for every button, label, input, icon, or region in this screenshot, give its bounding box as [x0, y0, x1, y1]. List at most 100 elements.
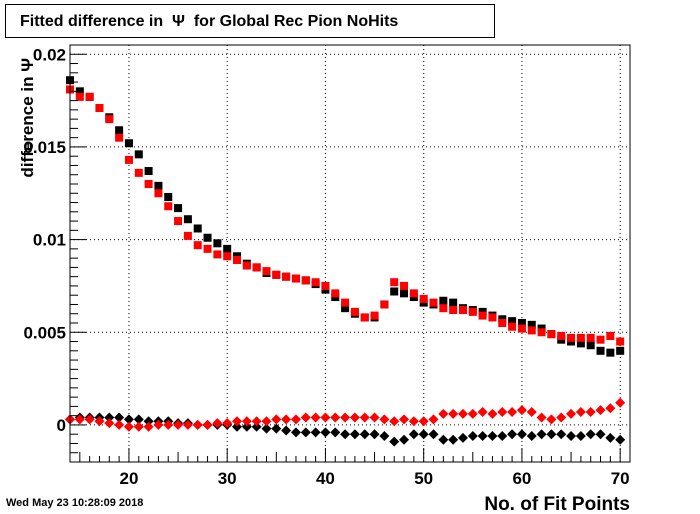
data-point	[94, 416, 105, 427]
data-point	[546, 414, 557, 425]
data-point	[557, 331, 566, 340]
data-point	[567, 333, 576, 342]
data-point	[251, 416, 262, 427]
data-point	[183, 231, 192, 240]
data-point	[330, 412, 341, 423]
data-point	[429, 298, 438, 307]
data-point	[163, 419, 174, 430]
data-point	[586, 341, 595, 350]
data-point	[261, 416, 272, 427]
data-point	[408, 429, 419, 440]
y-axis-label: difference in Ψ	[18, 58, 37, 178]
data-point	[516, 429, 527, 440]
data-point	[340, 429, 351, 440]
data-point	[389, 436, 400, 447]
data-point	[390, 278, 399, 287]
data-point	[123, 414, 134, 425]
data-point	[507, 429, 518, 440]
data-point	[527, 326, 536, 335]
data-point	[261, 423, 272, 434]
data-point	[133, 421, 144, 432]
data-point	[526, 431, 537, 442]
data-point	[487, 431, 498, 442]
data-point	[262, 267, 271, 276]
data-point	[566, 408, 577, 419]
data-point	[203, 244, 212, 253]
chart-title: Fitted difference in Ψ for Global Rec Pi…	[20, 13, 399, 30]
data-point	[104, 418, 115, 429]
x-tick-label: 30	[218, 469, 237, 488]
data-point	[467, 408, 478, 419]
data-point	[448, 434, 459, 445]
data-point	[369, 429, 380, 440]
data-point	[350, 307, 359, 316]
data-point	[223, 244, 232, 253]
data-point	[488, 313, 497, 322]
data-point	[418, 429, 429, 440]
x-axis-label: No. of Fit Points	[484, 494, 630, 514]
data-point	[428, 429, 439, 440]
data-point	[576, 339, 585, 348]
data-point	[575, 406, 586, 417]
data-point	[193, 241, 202, 250]
data-point	[537, 328, 546, 337]
data-point	[439, 296, 448, 305]
data-point	[576, 333, 585, 342]
data-point	[154, 181, 163, 190]
data-point	[380, 300, 389, 309]
data-point	[173, 419, 184, 430]
data-point	[399, 414, 410, 425]
data-point	[596, 335, 605, 344]
data-point	[605, 432, 616, 443]
data-point	[74, 414, 85, 425]
y-tick-label: 0.005	[23, 323, 66, 342]
data-point	[182, 419, 193, 430]
data-point	[616, 346, 625, 355]
data-point	[114, 419, 125, 430]
data-point	[449, 298, 458, 307]
data-point	[478, 311, 487, 320]
data-point	[75, 92, 84, 101]
data-point	[232, 421, 243, 432]
data-point	[213, 239, 222, 248]
data-point	[477, 431, 488, 442]
series-1	[66, 76, 625, 357]
data-point	[390, 287, 399, 296]
data-point	[400, 289, 409, 298]
data-point	[507, 406, 518, 417]
data-point	[360, 313, 369, 322]
data-point	[616, 337, 625, 346]
data-point	[310, 427, 321, 438]
data-point	[330, 427, 341, 438]
data-point	[527, 320, 536, 329]
data-point	[547, 330, 556, 339]
data-point	[320, 412, 331, 423]
series-2	[66, 85, 625, 346]
data-point	[606, 331, 615, 340]
data-point	[400, 281, 409, 290]
data-point	[134, 168, 143, 177]
data-point	[508, 322, 517, 331]
data-point	[359, 412, 370, 423]
data-point	[575, 431, 586, 442]
data-point	[556, 429, 567, 440]
data-point	[468, 307, 477, 316]
data-point	[300, 412, 311, 423]
data-point	[183, 215, 192, 224]
x-tick-label: 70	[611, 469, 630, 488]
data-point	[252, 263, 261, 272]
data-point	[164, 192, 173, 201]
x-tick-label: 50	[414, 469, 433, 488]
data-point	[300, 427, 311, 438]
data-point	[291, 274, 300, 283]
data-point	[232, 416, 243, 427]
data-point	[85, 92, 94, 101]
data-point	[566, 431, 577, 442]
data-point	[241, 421, 252, 432]
data-point	[341, 304, 350, 313]
data-point	[281, 414, 292, 425]
data-point	[290, 427, 301, 438]
data-point	[369, 412, 380, 423]
data-point	[467, 431, 478, 442]
